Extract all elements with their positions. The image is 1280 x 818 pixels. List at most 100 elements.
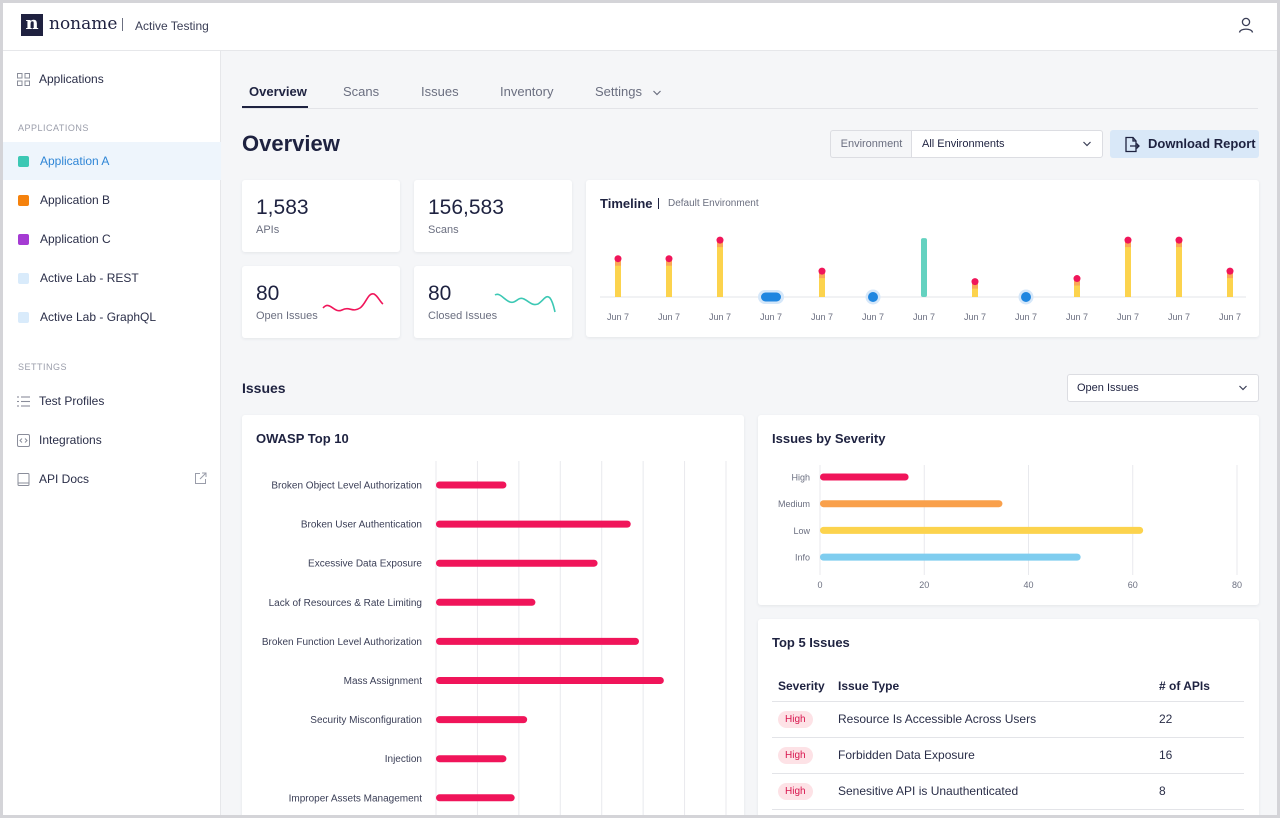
- sidebar-item-test-profiles[interactable]: Test Profiles: [3, 382, 221, 420]
- timeline-point[interactable]: Jun 7: [1066, 275, 1088, 322]
- timeline-point[interactable]: Jun 7: [607, 255, 629, 322]
- stat-card-apis[interactable]: 1,583 APIs: [242, 180, 400, 252]
- issues-filter-select[interactable]: Open Issues: [1067, 374, 1259, 402]
- download-report-button[interactable]: Download Report: [1110, 130, 1259, 158]
- sidebar-item-api-docs[interactable]: API Docs: [3, 460, 221, 498]
- severity-badge: High: [778, 710, 813, 728]
- issue-type-cell: Forbidden Data Exposure: [832, 737, 1153, 774]
- sidebar-item-application[interactable]: Active Lab - REST: [3, 259, 221, 297]
- table-row[interactable]: High Senesitive API is Unauthenticated 8: [772, 773, 1244, 810]
- logo-mark[interactable]: n: [21, 14, 43, 36]
- sidebar-item-application[interactable]: Application B: [3, 181, 221, 219]
- timeline-point[interactable]: Jun 7: [862, 289, 884, 323]
- environment-label: Environment: [830, 130, 912, 158]
- stat-card-closed-issues[interactable]: 80 Closed Issues: [414, 266, 572, 338]
- timeline-bar-high: [818, 267, 826, 275]
- owasp-bar[interactable]: [436, 520, 631, 528]
- stat-value: 80: [256, 282, 280, 305]
- stat-card-scans[interactable]: 156,583 Scans: [414, 180, 572, 252]
- top5-table-body: High Resource Is Accessible Across Users 2…: [772, 701, 1244, 810]
- settings-heading: SETTINGS: [18, 362, 68, 372]
- timeline-chart[interactable]: Jun 7 Jun 7 Jun 7 Jun 7 Jun 7 Jun 7 Jun 7 Jun 7…: [586, 180, 1259, 337]
- timeline-tick-label: Jun 7: [1219, 312, 1241, 322]
- brand-name[interactable]: noname: [49, 14, 118, 34]
- owasp-bar[interactable]: [436, 755, 507, 763]
- timeline-bar-high: [716, 236, 724, 244]
- timeline-tick-label: Jun 7: [1066, 312, 1088, 322]
- download-report-label: Download Report: [1148, 136, 1256, 151]
- timeline-point[interactable]: Jun 7: [1117, 236, 1139, 322]
- severity-bar[interactable]: [820, 553, 1081, 561]
- timeline-point[interactable]: Jun 7: [1015, 289, 1037, 323]
- timeline-tick-label: Jun 7: [1117, 312, 1139, 322]
- stat-card-open-issues[interactable]: 80 Open Issues: [242, 266, 400, 338]
- severity-chart[interactable]: 0 20 40 60 80 High Medium Low Info: [758, 415, 1259, 605]
- stat-label: Closed Issues: [428, 310, 498, 322]
- timeline-tick-label: Jun 7: [607, 312, 629, 322]
- sidebar: Applications APPLICATIONS Application A A…: [3, 51, 221, 815]
- timeline-tick-label: Jun 7: [811, 312, 833, 322]
- timeline-point[interactable]: Jun 7: [1219, 267, 1241, 322]
- severity-bar[interactable]: [820, 500, 1003, 508]
- timeline-bar-medium: [717, 241, 723, 248]
- column-header-issue-type[interactable]: Issue Type: [832, 671, 1153, 702]
- column-header-api-count[interactable]: # of APIs: [1153, 671, 1244, 702]
- timeline-bar-low: [1227, 269, 1233, 297]
- severity-cell: High: [772, 701, 832, 738]
- timeline-point[interactable]: Jun 7: [658, 255, 680, 322]
- sidebar-item-applications[interactable]: Applications: [3, 60, 221, 98]
- severity-title: Issues by Severity: [772, 431, 886, 446]
- timeline-bar-high: [665, 255, 673, 263]
- external-link-icon[interactable]: [194, 472, 207, 485]
- timeline-bar-high: [1175, 236, 1183, 244]
- application-color-swatch: [18, 155, 29, 167]
- api-count-cell: 8: [1153, 773, 1244, 810]
- timeline-point[interactable]: Jun 7: [964, 278, 986, 322]
- timeline-point[interactable]: Jun 7: [758, 290, 784, 322]
- owasp-bar[interactable]: [436, 481, 507, 489]
- tab-overview[interactable]: Overview: [249, 84, 307, 99]
- owasp-chart[interactable]: Broken Object Level Authorization Broken …: [242, 415, 744, 818]
- tab-scans[interactable]: Scans: [343, 84, 380, 99]
- tab-inventory[interactable]: Inventory: [500, 84, 554, 99]
- sidebar-item-integrations[interactable]: Integrations: [3, 421, 221, 459]
- owasp-bar[interactable]: [436, 716, 528, 724]
- timeline-tick-label: Jun 7: [913, 312, 935, 322]
- sidebar-item-label: API Docs: [39, 472, 90, 486]
- category-label: Lack of Resources & Rate Limiting: [269, 598, 422, 609]
- table-row[interactable]: High Resource Is Accessible Across Users 2…: [772, 701, 1244, 738]
- chevron-down-icon: [1239, 385, 1247, 391]
- timeline-tick-label: Jun 7: [1015, 312, 1037, 322]
- tab-issues[interactable]: Issues: [421, 84, 459, 99]
- owasp-bar[interactable]: [436, 677, 664, 684]
- table-row[interactable]: High Forbidden Data Exposure 16: [772, 737, 1244, 774]
- timeline-point[interactable]: Jun 7: [811, 267, 833, 322]
- sidebar-item-application[interactable]: Active Lab - GraphQL: [3, 298, 221, 336]
- user-icon[interactable]: [1237, 16, 1255, 34]
- timeline-tick-label: Jun 7: [709, 312, 731, 322]
- severity-category-label: High: [791, 473, 810, 483]
- tab-settings[interactable]: Settings: [595, 84, 662, 99]
- timeline-tick-label: Jun 7: [1168, 312, 1190, 322]
- timeline-point[interactable]: Jun 7: [913, 238, 935, 322]
- top5-title: Top 5 Issues: [772, 635, 850, 650]
- column-header-severity[interactable]: Severity: [772, 671, 832, 702]
- timeline-bar-medium: [1176, 241, 1182, 248]
- page-title: Overview: [242, 131, 340, 156]
- owasp-bar[interactable]: [436, 637, 639, 645]
- owasp-bar[interactable]: [436, 794, 515, 802]
- environment-select[interactable]: All Environments: [911, 130, 1103, 158]
- category-label: Broken User Authentication: [301, 520, 422, 531]
- stat-value: 80: [428, 282, 452, 305]
- application-color-swatch: [18, 311, 29, 323]
- timeline-point[interactable]: Jun 7: [1168, 236, 1190, 322]
- book-icon: [17, 472, 30, 486]
- timeline-point[interactable]: Jun 7: [709, 236, 731, 322]
- severity-bar[interactable]: [820, 473, 909, 481]
- owasp-bar[interactable]: [436, 598, 536, 606]
- sidebar-item-application[interactable]: Application A: [3, 142, 221, 180]
- severity-bar[interactable]: [820, 526, 1144, 534]
- sidebar-item-application[interactable]: Application C: [3, 220, 221, 258]
- owasp-bar[interactable]: [436, 559, 598, 567]
